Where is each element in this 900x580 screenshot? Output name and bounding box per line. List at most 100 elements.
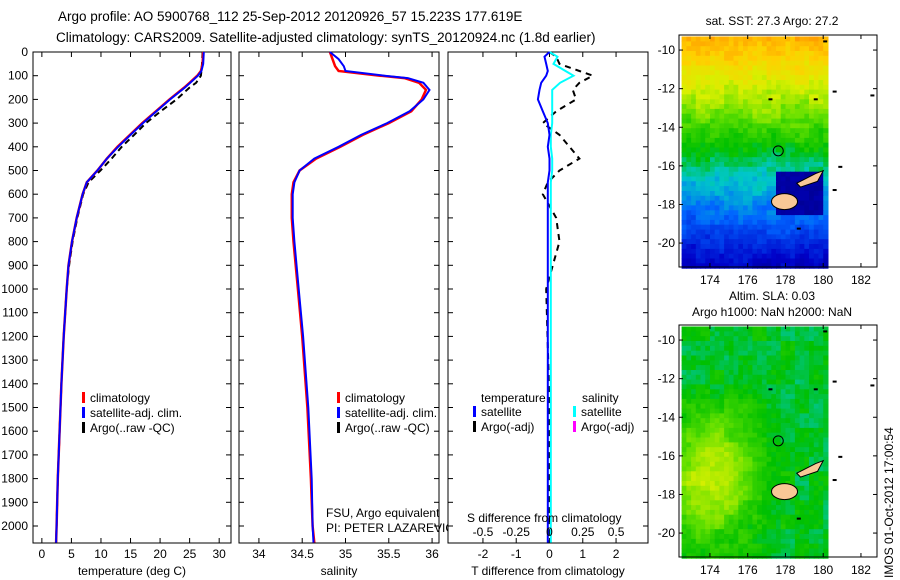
map-cell (747, 524, 753, 530)
map-cell (705, 181, 711, 187)
map-cell (818, 137, 824, 144)
map-cell (766, 514, 772, 521)
map-cell (780, 253, 786, 260)
map-cell (818, 89, 824, 95)
map-cell (705, 500, 711, 506)
map-cell (766, 104, 772, 110)
map-cell (733, 529, 739, 535)
map-cell (705, 345, 711, 352)
map-cell (766, 142, 772, 149)
map-cell (766, 389, 772, 395)
map-cell (823, 171, 829, 178)
map-cell (818, 65, 824, 71)
map-cell (728, 60, 735, 67)
map-cell (809, 36, 815, 42)
map-cell (728, 403, 735, 410)
map-cell (743, 258, 749, 264)
map-cell (785, 99, 791, 105)
map-cell (710, 427, 716, 434)
map-cell (695, 253, 702, 260)
map-cell (818, 133, 824, 139)
map-cell (757, 476, 763, 482)
map-cell (804, 524, 810, 530)
map-cell (695, 408, 702, 414)
map-cell (809, 186, 815, 192)
y-tick-label: 400 (8, 140, 28, 154)
map-cell (790, 65, 796, 71)
map-cell (724, 413, 730, 419)
map-cell (780, 423, 786, 429)
map-cell (780, 398, 786, 405)
map-cell (785, 427, 791, 434)
map-cell (794, 94, 801, 100)
map-cell (780, 108, 786, 115)
map-cell (776, 360, 782, 366)
map-cell (809, 46, 815, 52)
map-cell (705, 248, 711, 255)
map-cell (804, 427, 810, 434)
map-cell (691, 505, 697, 511)
map-cell (738, 543, 744, 550)
map-cell (780, 70, 786, 76)
map-cell (714, 200, 720, 206)
map-cell (804, 94, 810, 100)
map-cell (714, 345, 720, 352)
map-cell (771, 263, 777, 269)
x-axis-label: temperature (deg C) (78, 564, 186, 578)
map-cell (761, 186, 768, 192)
map-cell (724, 51, 730, 57)
map-cell (700, 514, 706, 521)
map-cell (823, 476, 829, 482)
map-cell (738, 147, 744, 153)
x-tick-label: 0 (546, 547, 553, 561)
map-cell (757, 210, 763, 216)
map-cell (700, 471, 706, 477)
map-cell (686, 60, 692, 67)
map-cell (780, 224, 786, 231)
map-cell (757, 205, 763, 211)
map-cell (761, 413, 768, 419)
map-cell (719, 229, 725, 235)
map-cell (799, 519, 805, 525)
map-cell (700, 80, 706, 86)
map-cell (719, 427, 725, 434)
map-cell (823, 341, 829, 347)
map-cell (710, 41, 716, 47)
map-cell (733, 331, 739, 337)
map-cell (728, 263, 735, 269)
map-cell (766, 461, 772, 468)
map-cell (823, 471, 829, 477)
map-cell (794, 41, 801, 47)
map-cell (728, 210, 735, 216)
map-cell (766, 495, 772, 501)
map-cell (705, 336, 711, 342)
map-cell (700, 543, 706, 550)
map-cell (714, 205, 720, 211)
map-cell (752, 147, 758, 153)
map-cell (766, 553, 772, 559)
map-cell (823, 147, 829, 153)
map-cell (809, 253, 815, 260)
map-cell (743, 157, 749, 163)
map-cell (780, 442, 786, 448)
map-cell (785, 244, 791, 250)
map-cell (743, 394, 749, 400)
map-cell (780, 427, 786, 434)
map-cell (714, 224, 720, 231)
map-cell (714, 123, 720, 129)
map-cell (714, 534, 720, 540)
map-cell (681, 65, 687, 71)
map-cell (813, 471, 820, 477)
map-cell (780, 529, 786, 535)
map-cell (809, 374, 815, 381)
map-cell (790, 447, 796, 453)
map-cell (804, 65, 810, 71)
map-cell (780, 89, 786, 95)
map-cell (738, 94, 744, 100)
map-cell (818, 379, 824, 385)
map-cell (752, 46, 758, 52)
map-cell (733, 365, 739, 371)
map-cell (724, 219, 730, 226)
map-cell (818, 432, 824, 439)
map-cell (695, 360, 702, 366)
